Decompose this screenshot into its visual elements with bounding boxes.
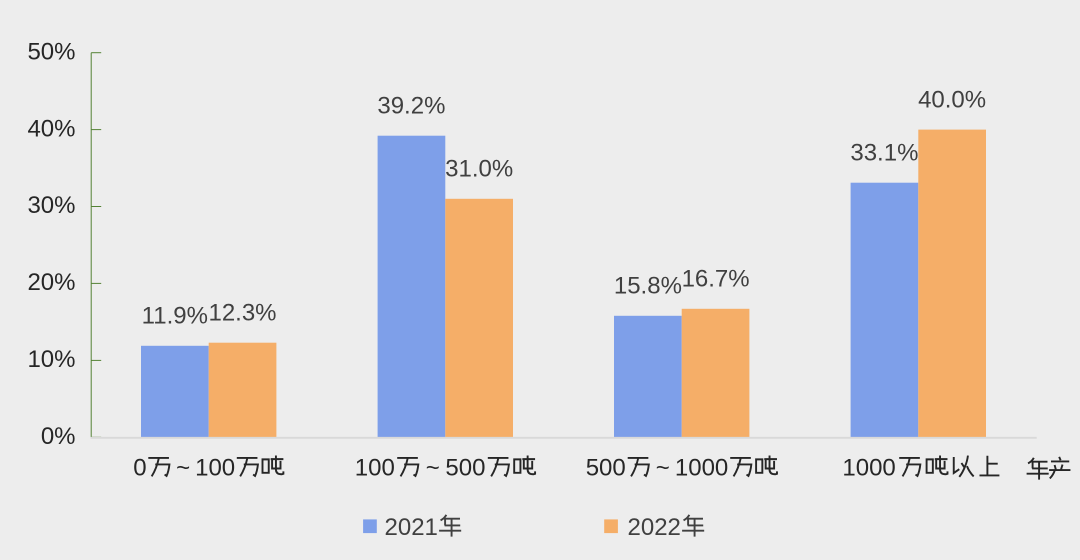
svg-text:33.1%: 33.1% — [850, 139, 918, 166]
svg-text:30%: 30% — [27, 192, 75, 219]
svg-text:1000: 1000 — [675, 455, 728, 482]
svg-text:500: 500 — [586, 455, 626, 482]
svg-text:1000: 1000 — [842, 455, 895, 482]
svg-text:10%: 10% — [27, 346, 75, 373]
svg-text:~: ~ — [176, 455, 190, 482]
svg-text:11.9%: 11.9% — [142, 303, 208, 330]
svg-text:40.0%: 40.0% — [918, 86, 986, 113]
svg-text:50%: 50% — [27, 38, 75, 65]
svg-text:100: 100 — [355, 455, 395, 482]
svg-text:40%: 40% — [27, 115, 75, 142]
svg-text:2022: 2022 — [628, 514, 681, 541]
svg-text:39.2%: 39.2% — [377, 92, 445, 119]
svg-text:500: 500 — [445, 455, 485, 482]
svg-text:31.0%: 31.0% — [445, 156, 513, 183]
svg-text:16.7%: 16.7% — [682, 266, 750, 293]
svg-text:~: ~ — [656, 455, 670, 482]
svg-text:0: 0 — [133, 455, 146, 482]
svg-text:15.8%: 15.8% — [614, 273, 682, 300]
svg-text:100: 100 — [195, 455, 235, 482]
svg-text:~: ~ — [426, 455, 440, 482]
svg-text:20%: 20% — [27, 269, 75, 296]
svg-text:12.3%: 12.3% — [208, 299, 276, 326]
svg-text:2021: 2021 — [385, 514, 438, 541]
svg-text:0%: 0% — [41, 423, 76, 450]
